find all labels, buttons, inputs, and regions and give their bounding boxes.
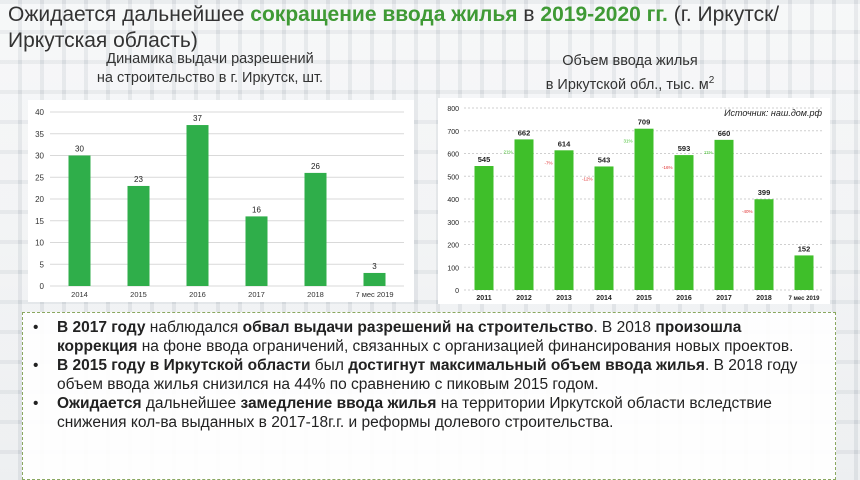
chart1-title-line1: Динамика выдачи разрешений [106, 51, 314, 67]
chart2-change-label: -16% [662, 165, 673, 170]
chart2-data-label: 662 [518, 128, 531, 137]
chart1-data-label: 30 [75, 145, 84, 154]
chart2-change-label: 31% [623, 139, 632, 144]
chart2-data-label: 614 [558, 139, 571, 148]
chart2-data-label: 709 [638, 118, 651, 127]
chart2-y-tick: 300 [447, 220, 459, 227]
chart1-data-label: 16 [252, 205, 261, 214]
chart1-data-label: 37 [193, 114, 202, 123]
chart1-y-tick: 10 [35, 239, 44, 248]
chart1-x-tick: 2016 [189, 290, 206, 299]
chart1-title-line2: на строительство в г. Иркутск, шт. [96, 70, 324, 86]
chart1-bar-2015 [127, 185, 150, 286]
chart1-x-tick: 2015 [130, 290, 147, 299]
summary-bullet-3: Ожидается дальнейшее замедление ввода жи… [33, 395, 825, 432]
chart2-data-label: 660 [718, 129, 731, 138]
chart2-bar-2018 [754, 199, 774, 290]
summary-box: В 2017 году наблюдался обвал выдачи разр… [22, 312, 836, 480]
chart1-x-tick: 2017 [248, 290, 265, 299]
chart2-y-tick: 700 [447, 129, 459, 136]
chart2-title-line2: в Иркутской обл., тыс. м2 [545, 75, 715, 93]
chart1-y-tick: 20 [35, 195, 44, 204]
chart2-bar-7 мес 2019 [794, 255, 814, 290]
chart2-y-tick: 0 [455, 288, 459, 295]
chart1-y-tick: 35 [35, 130, 44, 139]
chart2-bar-2011 [474, 166, 494, 290]
chart2-y-tick: 200 [447, 243, 459, 250]
chart1-y-tick: 25 [35, 173, 44, 182]
chart1-bar-2014 [68, 155, 91, 286]
chart2-data-label: 545 [478, 155, 491, 164]
chart1-data-label: 26 [311, 162, 320, 171]
chart2-x-tick: 7 мес 2019 [788, 296, 820, 302]
chart1-bar-2016 [186, 125, 209, 286]
chart1-data-label: 3 [372, 262, 377, 271]
chart1-x-tick: 2014 [71, 290, 88, 299]
chart2-y-tick: 100 [447, 265, 459, 272]
chart2-x-tick: 2018 [756, 295, 772, 302]
chart2-y-tick: 600 [447, 152, 459, 159]
housing-chart-svg: 0 100 200 300 400 500 600 700 800 Источник: наш.д… [447, 106, 824, 302]
chart2-bar-2016 [674, 155, 694, 290]
chart2-data-label: 543 [598, 155, 611, 164]
chart2-change-label: 21% [503, 149, 512, 154]
chart1-x-tick: 2018 [307, 290, 324, 299]
chart2-y-tick: 800 [447, 106, 459, 113]
chart2-x-tick: 2011 [476, 295, 491, 302]
housing-chart: 0 100 200 300 400 500 600 700 800 Источник: наш.д… [438, 98, 830, 304]
chart1-y-tick: 0 [40, 282, 45, 291]
chart2-source: Источник: наш.дом.рф [724, 108, 822, 118]
chart2-x-tick: 2016 [676, 295, 692, 302]
chart2-data-label: 593 [678, 144, 691, 153]
chart1-x-tick: 7 мес 2019 [355, 290, 393, 299]
chart2-data-label: 152 [798, 244, 811, 253]
chart1-y-tick: 30 [35, 152, 44, 161]
chart2-x-tick: 2014 [596, 295, 612, 302]
chart2-x-tick: 2017 [716, 295, 732, 302]
summary-bullet-1: В 2017 году наблюдался обвал выдачи разр… [33, 319, 825, 356]
chart1-caption: Динамика выдачи разрешений на строительс… [40, 50, 380, 88]
chart2-x-tick: 2013 [556, 295, 572, 302]
chart1-data-label: 23 [134, 175, 143, 184]
chart2-caption: Объем ввода жилья в Иркутской обл., тыс.… [470, 52, 790, 95]
page-title: Ожидается дальнейшее сокращение ввода жи… [8, 3, 780, 52]
permits-chart: 0 5 10 15 20 25 30 35 40 30 2014 23 2015 37 2016 16 2017… [28, 100, 414, 302]
chart2-y-tick: 400 [447, 197, 459, 204]
chart2-change-label: -7% [544, 160, 552, 165]
summary-bullet-2: В 2015 году в Иркутской области был дост… [33, 357, 825, 394]
chart2-change-label: -12% [582, 176, 593, 181]
chart2-title-line1: Объем ввода жилья [562, 53, 698, 69]
chart2-change-label: -40% [742, 209, 753, 214]
chart1-bar-7 мес 2019 [363, 272, 386, 286]
chart2-data-label: 399 [758, 188, 771, 197]
chart2-bar-2017 [714, 139, 734, 290]
chart1-y-tick: 40 [35, 108, 44, 117]
chart1-bar-2018 [304, 172, 327, 286]
chart2-x-tick: 2015 [636, 295, 652, 302]
chart2-bar-2012 [514, 139, 534, 290]
summary-list: В 2017 году наблюдался обвал выдачи разр… [23, 313, 835, 432]
chart1-y-tick: 5 [40, 260, 45, 269]
chart2-bar-2015 [634, 128, 654, 290]
chart2-x-tick: 2012 [516, 295, 532, 302]
chart2-y-tick: 500 [447, 174, 459, 181]
chart1-bar-2017 [245, 216, 268, 286]
chart2-change-label: 11% [704, 150, 713, 155]
chart2-bar-2013 [554, 150, 574, 290]
permits-chart-svg: 0 5 10 15 20 25 30 35 40 30 2014 23 2015 37 2016 16 2017… [35, 108, 404, 299]
chart2-bar-2014 [594, 166, 614, 290]
chart1-y-tick: 15 [35, 217, 44, 226]
